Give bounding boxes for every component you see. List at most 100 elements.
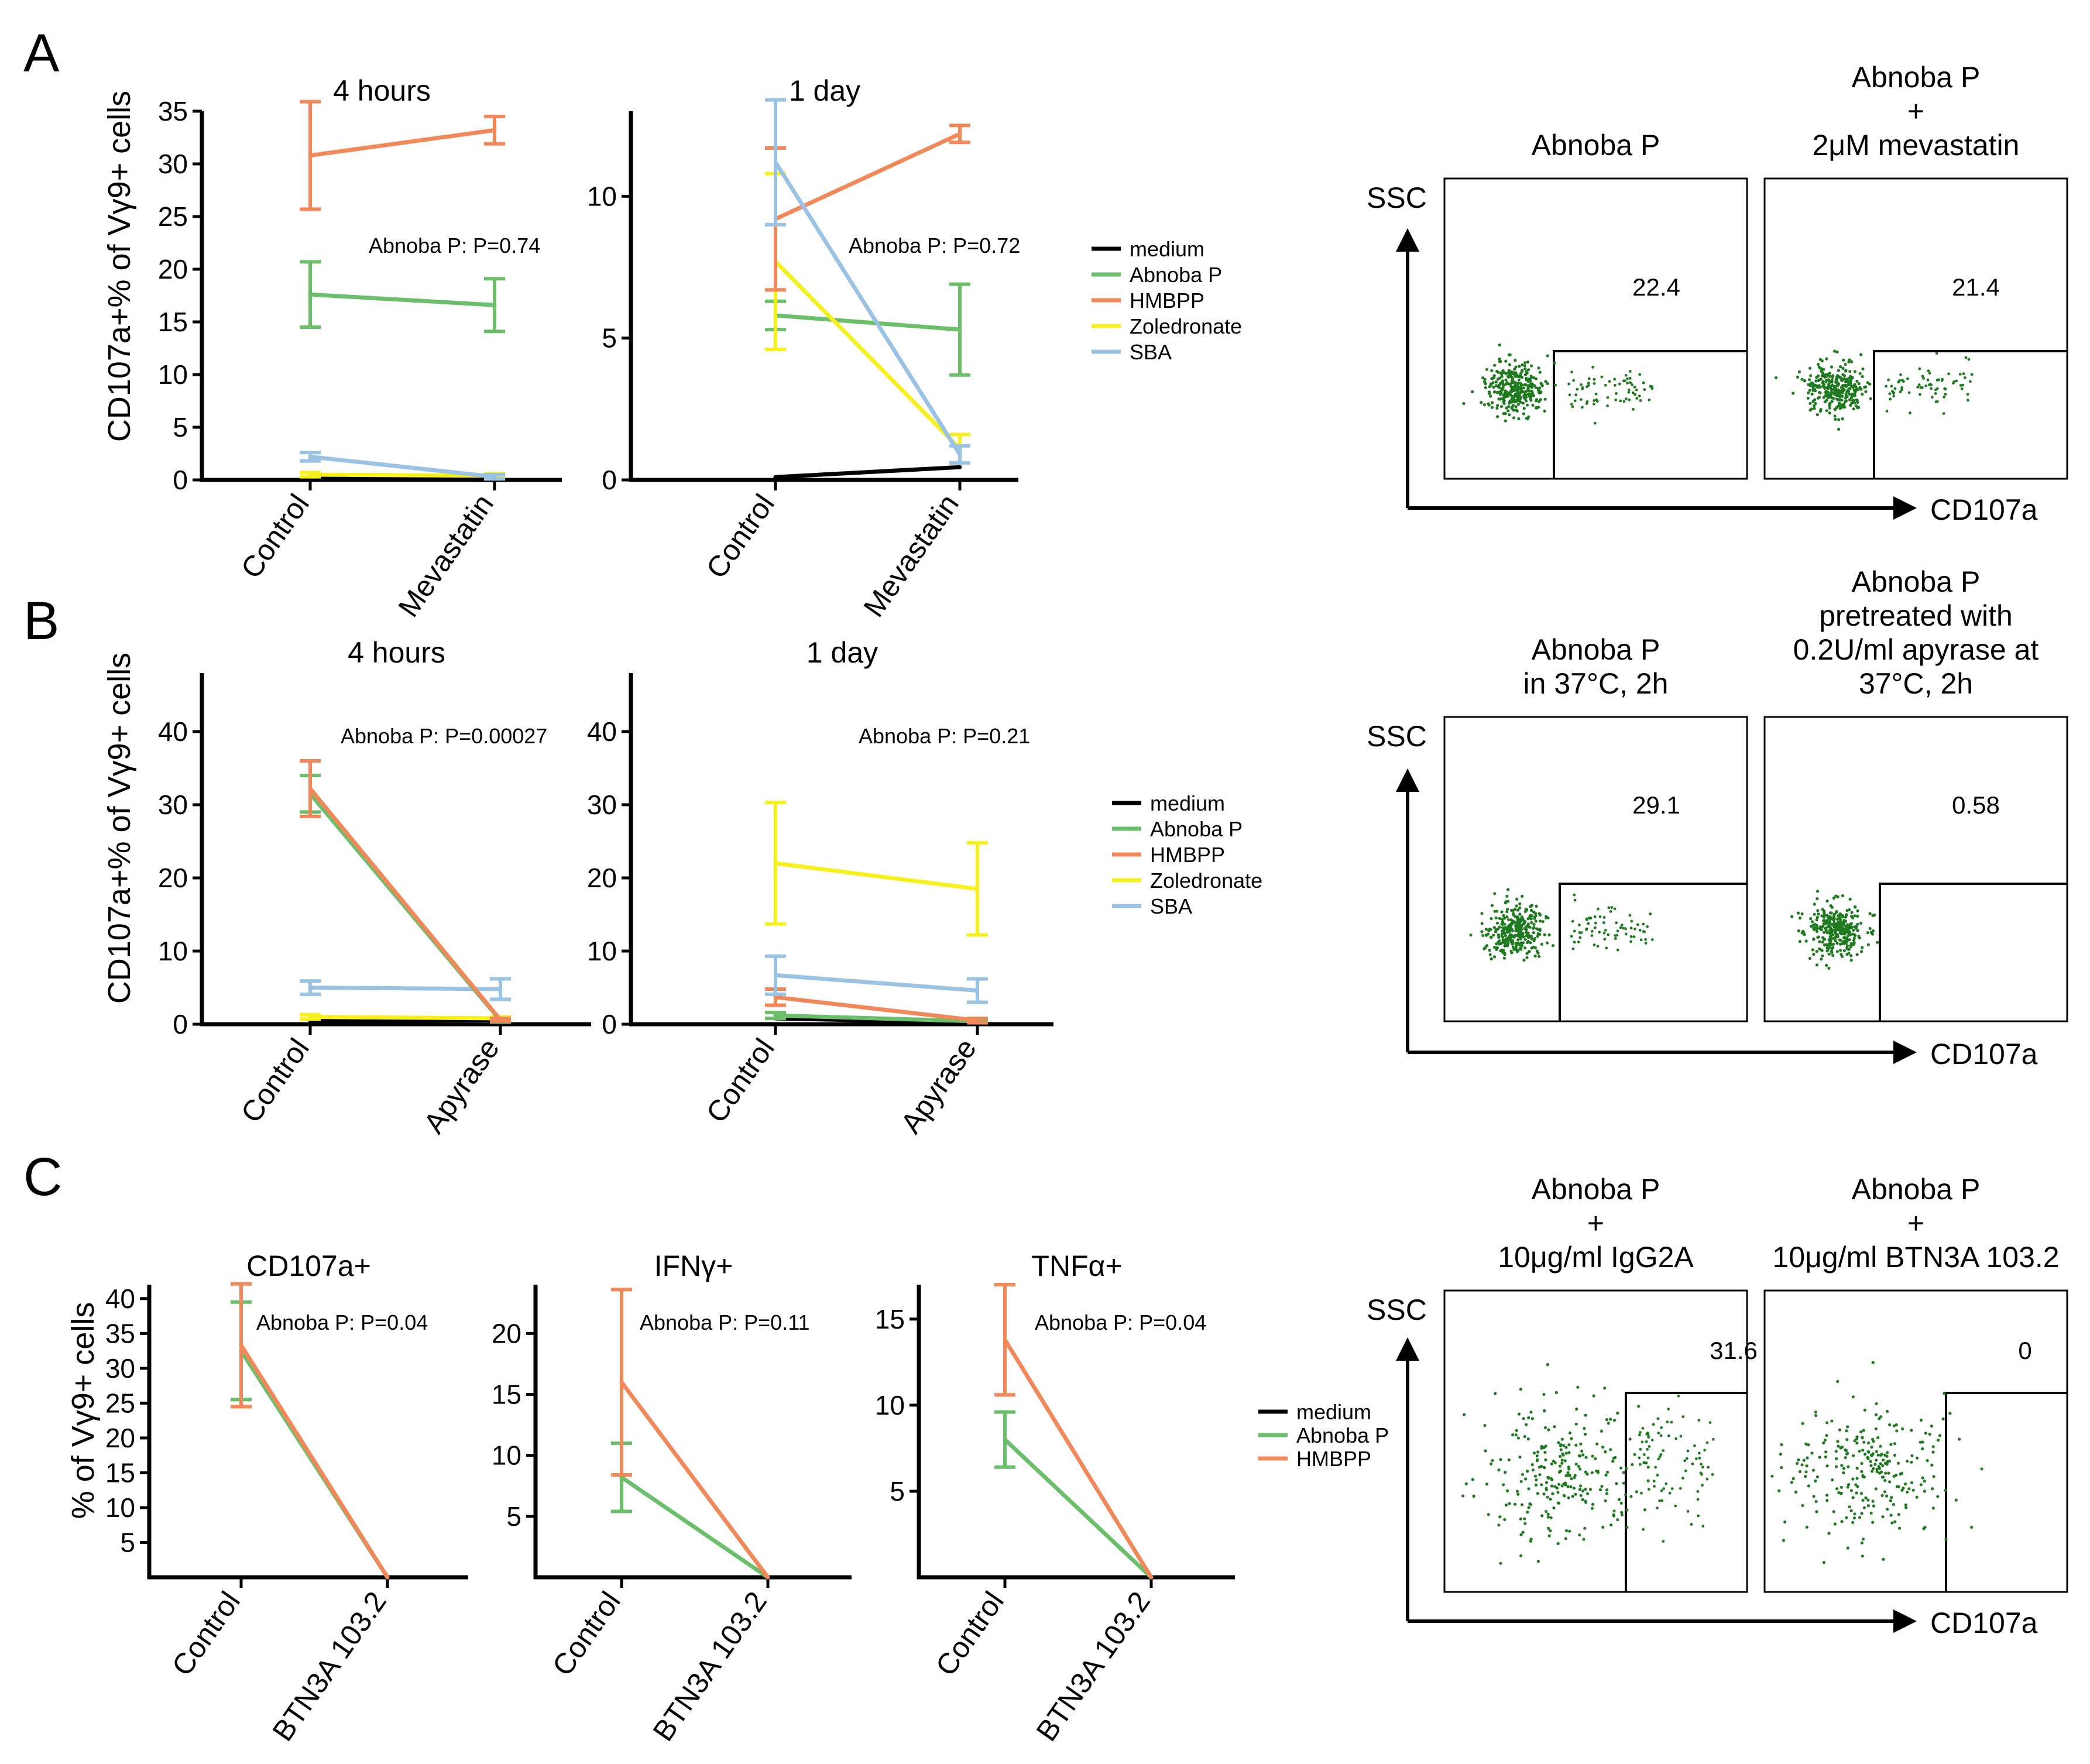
event-dot	[1807, 1484, 1810, 1488]
event-dot	[1511, 945, 1515, 949]
event-dot	[1667, 1434, 1670, 1437]
series-line	[308, 787, 503, 1022]
event-dot	[1937, 378, 1941, 382]
event-dot	[1564, 1446, 1568, 1449]
event-dot	[1502, 397, 1505, 400]
event-dot	[1538, 1466, 1542, 1469]
event-dot	[1502, 401, 1506, 406]
x-tick-label: BTN3A 103.2	[266, 1585, 393, 1747]
y-tick-label: 20	[492, 1318, 521, 1348]
event-dot	[1804, 1442, 1808, 1446]
gate-percentage: 0	[2018, 1337, 2031, 1364]
legend-label-medium: medium	[1150, 791, 1225, 815]
event-dot	[1873, 1463, 1877, 1466]
flow-plot-title-line: 37°C, 2h	[1859, 667, 1973, 700]
y-tick-label: 20	[105, 1423, 135, 1453]
event-dot	[1534, 914, 1538, 918]
event-dot	[1834, 911, 1838, 914]
event-dot	[1525, 956, 1529, 959]
event-dot	[1529, 1503, 1532, 1506]
y-tick-label: 15	[158, 307, 188, 337]
event-dot	[1578, 924, 1581, 926]
event-dot	[1697, 1419, 1701, 1422]
event-dot	[1519, 1533, 1523, 1536]
event-dot	[1849, 922, 1853, 925]
event-dot	[1867, 1450, 1871, 1454]
event-dot	[1849, 1489, 1853, 1492]
event-dot	[1494, 930, 1498, 934]
event-dot	[1699, 1471, 1703, 1475]
event-dot	[1825, 963, 1828, 967]
event-dot	[1504, 934, 1508, 938]
event-dot	[1503, 951, 1506, 955]
event-dot	[1514, 365, 1518, 369]
event-dot	[1809, 374, 1813, 377]
event-dot	[1574, 1463, 1578, 1466]
event-dot	[1889, 1514, 1893, 1517]
event-dot	[1853, 1439, 1856, 1443]
event-dot	[1815, 1510, 1818, 1514]
event-dot	[1828, 372, 1831, 375]
series-hmbpp	[231, 1282, 390, 1580]
event-dot	[1484, 928, 1488, 931]
event-dot	[1591, 365, 1595, 369]
event-dot	[1840, 924, 1844, 928]
event-dot	[1964, 356, 1968, 359]
event-dot	[1841, 926, 1845, 931]
event-dot	[1605, 1488, 1609, 1492]
event-dot	[1818, 378, 1821, 382]
event-dot	[1628, 377, 1632, 380]
x-tick-label: Control	[235, 488, 315, 584]
event-dot	[1796, 1461, 1799, 1465]
event-dot	[1837, 389, 1840, 392]
event-dot	[1825, 357, 1828, 361]
event-dot	[1625, 397, 1628, 400]
event-dot	[1527, 1487, 1530, 1491]
event-dot	[1928, 372, 1931, 375]
event-dot	[1937, 1439, 1940, 1442]
event-dot	[1529, 905, 1532, 908]
event-dot	[1889, 1443, 1893, 1446]
event-dot	[1834, 936, 1837, 940]
event-dot	[1483, 377, 1487, 382]
event-dot	[1816, 909, 1820, 912]
event-dot	[1877, 1465, 1880, 1468]
event-dot	[1848, 370, 1852, 373]
event-dot	[1535, 1478, 1538, 1482]
event-dot	[1846, 1546, 1849, 1550]
y-tick-label: 5	[602, 323, 617, 354]
event-dot	[1674, 1437, 1678, 1440]
event-dot	[1836, 895, 1840, 898]
event-dot	[1604, 383, 1607, 387]
event-dot	[1711, 1473, 1714, 1476]
event-dot	[1606, 404, 1609, 407]
event-dot	[1835, 950, 1839, 953]
series-abnoba-p	[611, 1441, 770, 1580]
event-dot	[1522, 386, 1526, 390]
event-dot	[1639, 1463, 1642, 1466]
event-dot	[1851, 916, 1855, 919]
event-dot	[1510, 375, 1514, 379]
event-dot	[1498, 397, 1502, 401]
event-dot	[1471, 1478, 1474, 1481]
event-dot	[1523, 1517, 1526, 1521]
series-hmbpp	[300, 759, 511, 1023]
event-dot	[1490, 369, 1494, 372]
y-tick-label: 20	[587, 863, 617, 893]
event-dot	[1625, 1526, 1629, 1529]
x-tick-label: Control	[700, 488, 781, 584]
event-dot	[1693, 1444, 1696, 1447]
event-dot	[1609, 1523, 1613, 1527]
event-dot	[1867, 1441, 1871, 1444]
event-dot	[1966, 393, 1969, 396]
y-tick-label: 5	[890, 1476, 905, 1506]
event-dot	[1506, 936, 1510, 940]
event-dot	[1822, 1561, 1825, 1564]
series-zoledronate	[765, 801, 988, 937]
event-dot	[1804, 939, 1808, 943]
event-dot	[1494, 380, 1498, 384]
event-dot	[1547, 1526, 1550, 1530]
y-tick-label: 10	[492, 1440, 521, 1471]
event-dot	[1818, 1456, 1821, 1459]
